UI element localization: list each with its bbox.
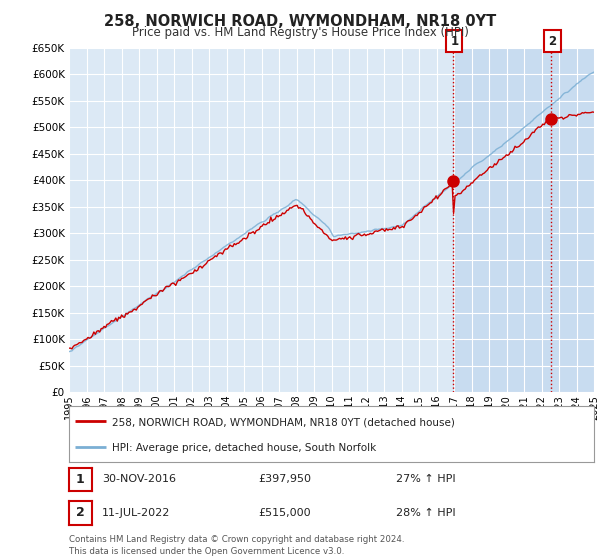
Text: 28% ↑ HPI: 28% ↑ HPI: [396, 508, 455, 518]
Text: Price paid vs. HM Land Registry's House Price Index (HPI): Price paid vs. HM Land Registry's House …: [131, 26, 469, 39]
Bar: [452, 48, 594, 392]
Text: Contains HM Land Registry data © Crown copyright and database right 2024.
This d: Contains HM Land Registry data © Crown c…: [69, 535, 404, 556]
Text: £515,000: £515,000: [258, 508, 311, 518]
Text: 30-NOV-2016: 30-NOV-2016: [102, 474, 176, 484]
Text: 1: 1: [450, 35, 458, 48]
Text: 2: 2: [548, 35, 557, 48]
Text: HPI: Average price, detached house, South Norfolk: HPI: Average price, detached house, Sout…: [112, 443, 376, 453]
Text: 2: 2: [76, 506, 85, 520]
Text: 258, NORWICH ROAD, WYMONDHAM, NR18 0YT (detached house): 258, NORWICH ROAD, WYMONDHAM, NR18 0YT (…: [112, 417, 455, 427]
Text: 1: 1: [76, 473, 85, 486]
Text: £397,950: £397,950: [258, 474, 311, 484]
Text: 11-JUL-2022: 11-JUL-2022: [102, 508, 170, 518]
Text: 258, NORWICH ROAD, WYMONDHAM, NR18 0YT: 258, NORWICH ROAD, WYMONDHAM, NR18 0YT: [104, 14, 496, 29]
Text: 27% ↑ HPI: 27% ↑ HPI: [396, 474, 455, 484]
